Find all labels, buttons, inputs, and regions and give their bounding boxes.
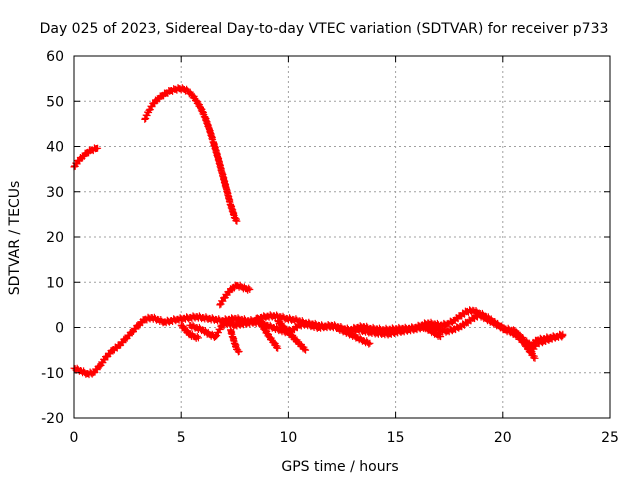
y-tick-label: 30 [46,185,64,201]
series-drop-6h [177,321,202,342]
series-arc-rise-7h [216,281,254,309]
series-drop-10h [274,317,310,354]
x-tick-label: 5 [177,430,186,446]
y-tick-label: 40 [46,140,64,156]
y-tick-label: -20 [41,411,64,427]
x-axis-label: GPS time / hours [281,459,398,475]
data-band [274,318,309,353]
data-band [253,315,281,352]
y-tick-label: 60 [46,49,64,65]
y-axis-label: SDTVAR / TECUs [7,181,23,296]
series-drop-21h [510,326,539,362]
series-drop-13h [334,324,374,348]
grid [74,56,610,418]
data-band [227,327,242,356]
data-band [71,144,100,170]
data-band [420,323,444,340]
series-drop-9h [252,314,282,352]
x-tick-label: 20 [494,430,512,446]
series-main-band-lower [186,310,567,350]
y-tick-label: -10 [41,366,64,382]
x-tick-label: 25 [601,430,619,446]
axis-ticks: 0 5 10 15 20 25 -20 -10 0 10 20 30 40 50 60 [41,49,619,446]
x-tick-label: 10 [279,430,297,446]
series-main-band [70,306,567,379]
series-drop-7h [227,326,243,356]
series-drop-16h [420,323,445,341]
data-band [178,322,201,342]
data-band [335,325,373,348]
data-band [216,281,253,308]
y-tick-label: 0 [55,321,64,337]
series-arc-early-high [70,144,102,171]
y-tick-label: 50 [46,94,64,110]
chart-title: Day 025 of 2023, Sidereal Day-to-day VTE… [40,21,609,37]
x-tick-label: 15 [387,430,405,446]
y-tick-label: 10 [46,275,64,291]
y-tick-label: 20 [46,230,64,246]
series-arc-peak [141,84,241,225]
data-band [141,84,240,225]
x-tick-label: 0 [70,430,79,446]
data-points [70,84,567,379]
data-band [510,327,538,362]
